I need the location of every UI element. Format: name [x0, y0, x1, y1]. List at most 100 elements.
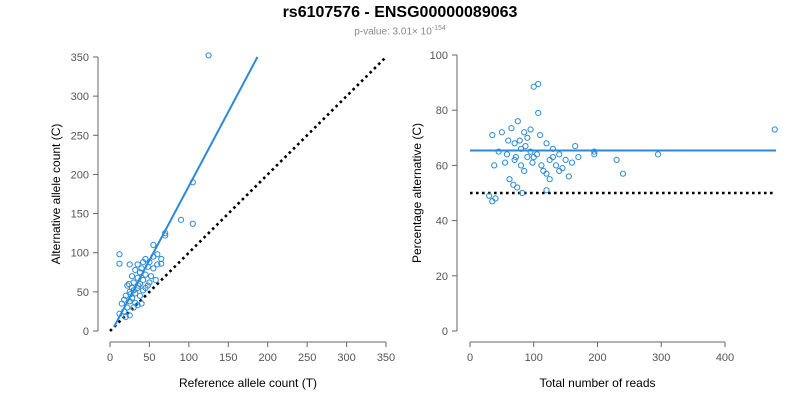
- left-data-point: [118, 300, 125, 307]
- left-data-point: [150, 253, 157, 260]
- right-x-axis-title: Total number of reads: [539, 376, 655, 390]
- right-data-point: [517, 162, 525, 169]
- right-data-point: [512, 154, 520, 161]
- right-data-point: [491, 162, 498, 169]
- right-data-point: [486, 192, 493, 199]
- right-data-point: [535, 109, 542, 117]
- left-data-point: [125, 280, 133, 288]
- right-data-point: [543, 140, 550, 147]
- right-data-point: [516, 137, 523, 144]
- right-data-point: [591, 148, 598, 155]
- left-data-point: [140, 277, 147, 284]
- right-data-point: [489, 198, 496, 205]
- chart-subtitle: p-value: 3.01× 10-154: [0, 25, 800, 37]
- left-data-point: [146, 279, 153, 286]
- chart-title: rs6107576 - ENSG00000089063: [282, 4, 518, 21]
- left-data-point: [177, 216, 185, 223]
- left-data-point: [126, 261, 133, 268]
- subtitle-exponent: -154: [431, 25, 446, 32]
- right-data-point: [524, 154, 531, 161]
- left-x-tick-label: 0: [107, 352, 113, 364]
- left-data-point: [132, 266, 139, 274]
- right-x-tick-label: 400: [716, 352, 734, 364]
- left-x-tick-label: 50: [143, 352, 155, 364]
- left-data-point: [138, 300, 145, 307]
- right-data-point: [552, 162, 560, 169]
- left-data-point: [116, 251, 123, 258]
- left-data-point: [147, 273, 155, 280]
- left-data-point: [142, 284, 149, 292]
- right-data-point: [514, 184, 521, 191]
- right-y-tick-label: 40: [436, 216, 448, 228]
- right-data-point: [521, 167, 528, 175]
- left-x-tick-label: 350: [377, 352, 395, 364]
- right-data-point: [527, 126, 534, 133]
- left-data-point: [162, 232, 169, 239]
- right-data-point: [568, 159, 576, 166]
- right-data-point: [654, 151, 662, 158]
- left-data-point: [124, 304, 131, 311]
- right-data-point: [619, 170, 627, 177]
- right-data-point: [505, 137, 512, 144]
- left-data-point: [135, 282, 142, 289]
- right-data-point: [533, 151, 541, 158]
- left-data-point: [144, 263, 151, 270]
- right-data-point: [498, 129, 505, 136]
- right-data-point: [495, 148, 502, 155]
- left-data-point: [134, 302, 141, 309]
- left-data-point: [126, 298, 133, 305]
- left-x-tick-label: 150: [219, 352, 237, 364]
- right-data-point: [556, 151, 563, 158]
- right-data-point: [489, 131, 496, 139]
- right-data-point: [549, 154, 556, 161]
- left-y-tick-label: 300: [71, 91, 89, 103]
- right-data-point: [565, 173, 572, 180]
- right-data-point: [537, 131, 544, 139]
- right-x-tick-label: 300: [652, 352, 670, 364]
- right-data-point: [543, 187, 550, 194]
- right-y-tick-label: 60: [436, 160, 448, 172]
- left-y-tick-label: 350: [71, 52, 89, 64]
- right-data-point: [562, 156, 569, 163]
- right-data-point: [535, 80, 542, 88]
- right-data-point: [771, 126, 778, 133]
- left-x-tick-label: 250: [298, 352, 316, 364]
- left-data-point: [158, 260, 165, 267]
- right-data-point: [508, 125, 515, 132]
- left-data-point: [189, 179, 196, 186]
- subtitle-prefix: p-value: 3.01× 10: [354, 26, 432, 38]
- left-data-point: [136, 269, 144, 276]
- left-data-point: [152, 277, 159, 284]
- right-data-point: [549, 145, 556, 152]
- right-data-point: [529, 159, 536, 166]
- right-y-axis-title: Percentage alternative (C): [410, 123, 424, 263]
- left-data-point: [142, 271, 149, 278]
- right-x-tick-label: 100: [525, 352, 543, 364]
- left-data-point: [154, 261, 161, 268]
- left-y-tick-label: 50: [77, 287, 89, 299]
- right-data-point: [517, 145, 525, 152]
- left-x-axis-title: Reference allele count (T): [179, 376, 317, 390]
- left-data-point: [130, 287, 137, 294]
- left-y-tick-label: 100: [71, 248, 89, 260]
- left-x-tick-label: 200: [259, 352, 277, 364]
- left-data-point: [140, 259, 147, 266]
- left-data-point: [138, 265, 145, 272]
- right-data-point: [511, 140, 518, 147]
- right-y-tick-label: 80: [436, 105, 448, 117]
- left-y-axis-title: Alternative allele count (C): [49, 124, 63, 265]
- right-data-point: [503, 151, 511, 158]
- right-x-tick-label: 0: [467, 352, 473, 364]
- right-data-point: [522, 142, 529, 150]
- right-data-point: [527, 148, 534, 155]
- right-data-point: [556, 167, 563, 175]
- left-data-point: [134, 261, 141, 268]
- right-data-point: [521, 129, 528, 136]
- left-x-tick-label: 300: [337, 352, 355, 364]
- right-data-point: [546, 176, 553, 183]
- left-data-point: [162, 230, 169, 237]
- right-data-point: [514, 118, 521, 125]
- left-data-point: [121, 308, 128, 315]
